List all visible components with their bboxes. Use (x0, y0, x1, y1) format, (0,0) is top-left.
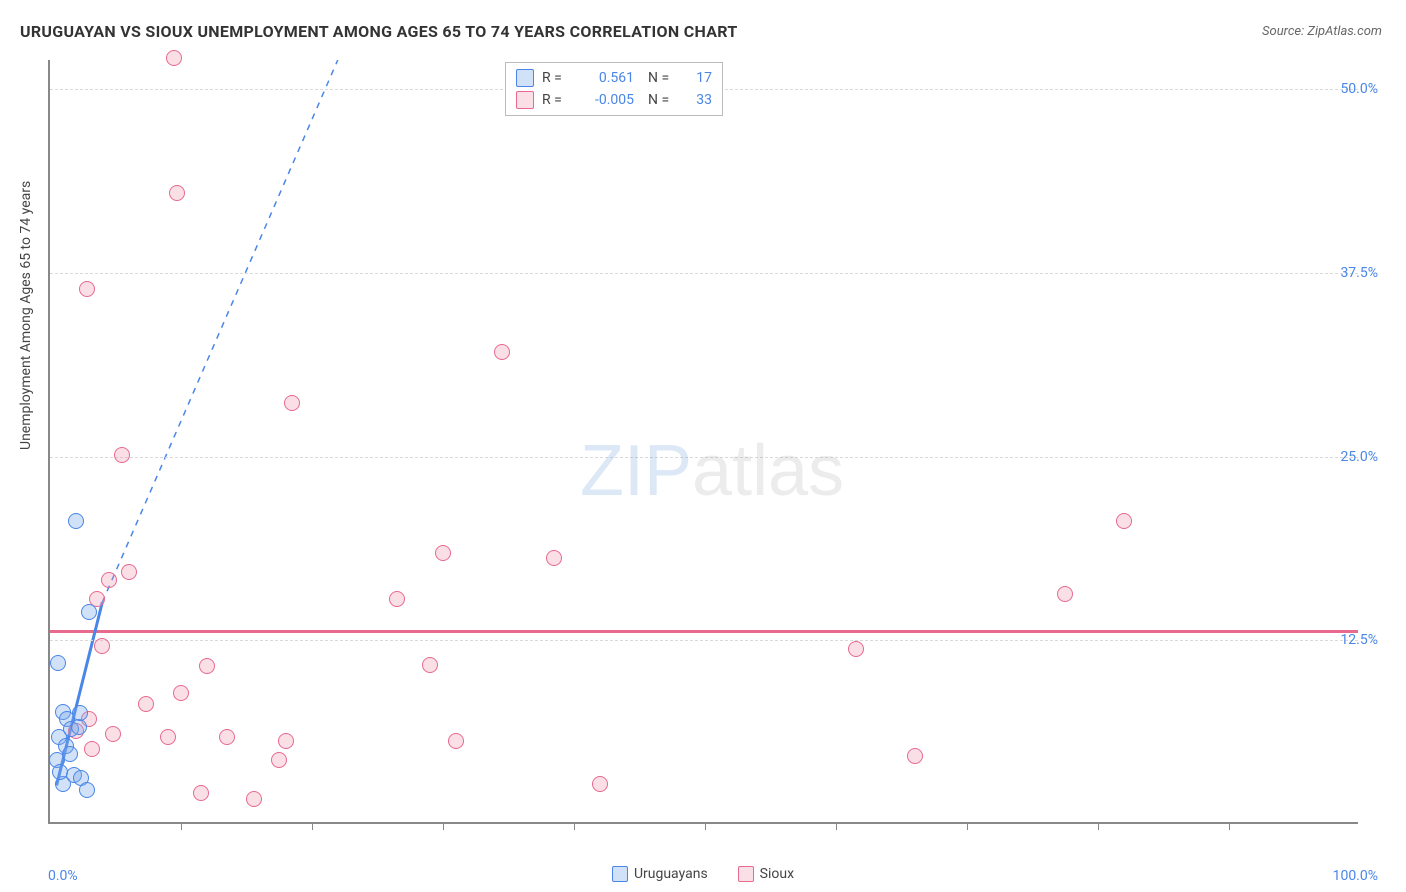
correlation-legend: R = 0.561 N = 17 R = -0.005 N = 33 (505, 62, 723, 116)
data-point (79, 281, 95, 297)
x-tick (967, 822, 968, 830)
y-tick-label: 50.0% (1340, 81, 1378, 97)
data-point (389, 591, 405, 607)
legend-row-sioux: R = -0.005 N = 33 (516, 89, 712, 111)
swatch-sioux (738, 866, 754, 882)
data-point (907, 748, 923, 764)
data-point (160, 729, 176, 745)
data-point (101, 572, 117, 588)
data-point (79, 782, 95, 798)
legend-label-uruguayans: Uruguayans (634, 866, 708, 882)
r-label: R = (542, 70, 570, 86)
data-point (169, 185, 185, 201)
data-point (72, 705, 88, 721)
data-point (193, 785, 209, 801)
x-tick (443, 822, 444, 830)
legend-label-sioux: Sioux (760, 866, 794, 882)
y-axis-label: Unemployment Among Ages 65 to 74 years (18, 181, 34, 450)
legend-item-uruguayans: Uruguayans (612, 866, 708, 882)
data-point (422, 657, 438, 673)
data-point (105, 726, 121, 742)
data-point (448, 733, 464, 749)
data-point (1116, 513, 1132, 529)
n-label: N = (648, 92, 676, 108)
swatch-uruguayans (612, 866, 628, 882)
data-point (546, 550, 562, 566)
trend-lines-svg (50, 60, 1358, 822)
x-tick (1098, 822, 1099, 830)
data-point (592, 776, 608, 792)
x-tick (312, 822, 313, 830)
data-point (494, 344, 510, 360)
data-point (435, 545, 451, 561)
gridline-h (50, 640, 1358, 641)
n-label: N = (648, 70, 676, 86)
source-label: Source: ZipAtlas.com (1262, 24, 1382, 39)
data-point (1057, 586, 1073, 602)
y-tick-label: 25.0% (1340, 449, 1378, 465)
data-point (121, 564, 137, 580)
legend-item-sioux: Sioux (738, 866, 794, 882)
y-tick-label: 12.5% (1340, 632, 1378, 648)
x-tick (181, 822, 182, 830)
data-point (219, 729, 235, 745)
x-tick (836, 822, 837, 830)
x-tick-label-min: 0.0% (48, 868, 78, 884)
data-point (173, 685, 189, 701)
r-label: R = (542, 92, 570, 108)
data-point (50, 655, 66, 671)
data-point (62, 746, 78, 762)
data-point (271, 752, 287, 768)
data-point (848, 641, 864, 657)
gridline-h (50, 273, 1358, 274)
n-value-uruguayans: 17 (684, 70, 712, 86)
gridline-h (50, 457, 1358, 458)
r-value-sioux: -0.005 (578, 92, 634, 108)
data-point (199, 658, 215, 674)
data-point (278, 733, 294, 749)
swatch-sioux (516, 91, 534, 109)
data-point (68, 513, 84, 529)
x-tick-label-max: 100.0% (1333, 868, 1378, 884)
data-point (84, 741, 100, 757)
y-tick-label: 37.5% (1340, 265, 1378, 281)
plot-area (48, 60, 1358, 824)
data-point (246, 791, 262, 807)
data-point (166, 50, 182, 66)
data-point (94, 638, 110, 654)
data-point (114, 447, 130, 463)
x-tick (705, 822, 706, 830)
data-point (284, 395, 300, 411)
swatch-uruguayans (516, 69, 534, 87)
legend-row-uruguayans: R = 0.561 N = 17 (516, 67, 712, 89)
data-point (52, 764, 68, 780)
x-tick (574, 822, 575, 830)
r-value-uruguayans: 0.561 (578, 70, 634, 86)
series-legend: Uruguayans Sioux (0, 866, 1406, 882)
chart-title: URUGUAYAN VS SIOUX UNEMPLOYMENT AMONG AG… (20, 22, 738, 41)
n-value-sioux: 33 (684, 92, 712, 108)
data-point (138, 696, 154, 712)
x-tick (1229, 822, 1230, 830)
data-point (81, 604, 97, 620)
